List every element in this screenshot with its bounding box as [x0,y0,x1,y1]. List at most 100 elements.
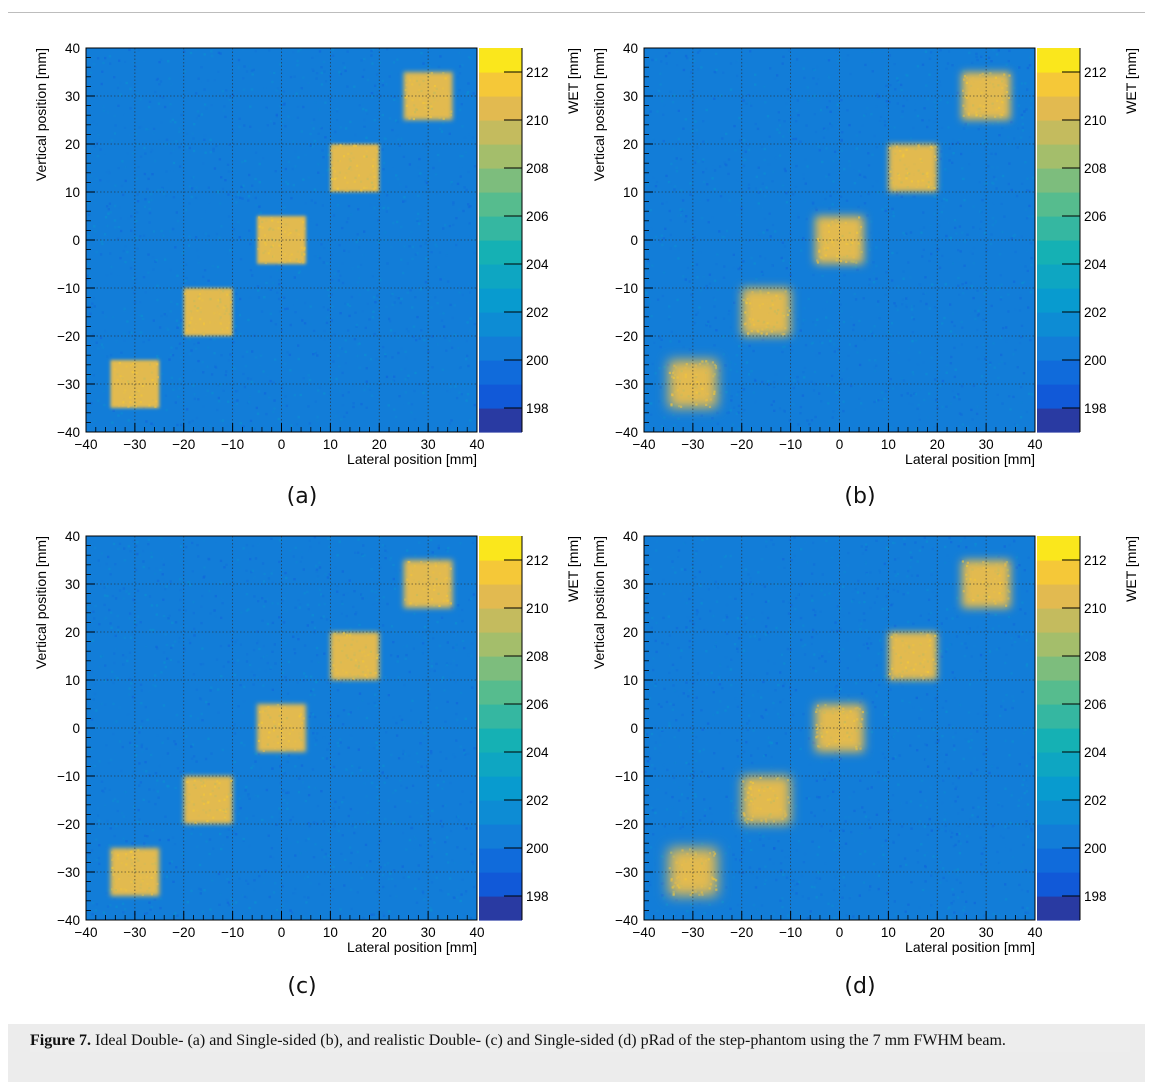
x-tick-label: −20 [172,437,195,452]
colorbar-tick-label: 210 [1084,601,1107,616]
colorbar [479,48,522,433]
colorbar-tick-label: 208 [526,161,549,176]
colorbar-tick-label: 200 [1084,353,1107,368]
colorbar-tick-label: 198 [1084,401,1107,416]
colorbar-bin [1037,776,1080,801]
colorbar-tick-label: 206 [1084,209,1107,224]
colorbar-bin [479,824,522,849]
colorbar-bin [1037,192,1080,217]
x-axis-label: Lateral position [mm] [905,451,1035,467]
step-square [888,144,938,192]
step-square [110,848,160,896]
colorbar-bin [1037,536,1080,561]
colorbar-bin [1037,336,1080,361]
colorbar-tick-label: 210 [526,113,549,128]
colorbar-bin [1037,680,1080,705]
colorbar-bin [479,608,522,633]
x-tick-label: 0 [836,437,844,452]
x-tick-label: −30 [681,437,704,452]
colorbar-bin [1037,824,1080,849]
colorbar-bin [479,776,522,801]
heatmap-svg: −40 −30 −20 −10 0 10 20 30 40 −40 −30 −20 −10 0 10 20 30… [33,41,581,467]
colorbar-bin [1037,656,1080,681]
colorbar-bin [479,704,522,729]
colorbar-bin [479,240,522,265]
grid-lines [644,48,1035,432]
colorbar-bin [1037,896,1080,921]
y-tick-label: −30 [615,377,638,392]
colorbar-bin [479,408,522,433]
colorbar-tick-label: 202 [526,793,549,808]
colorbar-bin [1037,96,1080,121]
x-tick-label: 10 [881,437,896,452]
caption-label: Figure 7. [30,1032,92,1049]
colorbar-bin [479,168,522,193]
y-tick-label: 30 [65,89,80,104]
colorbar-bin [479,632,522,657]
x-axis-label: Lateral position [mm] [347,451,477,467]
y-tick-label: −10 [57,281,80,296]
colorbar-tick-label: 212 [1084,65,1107,80]
colorbar-bin [1037,48,1080,73]
x-tick-label: −40 [75,437,98,452]
colorbar-tick-label: 212 [526,553,549,568]
y-tick-label: −40 [57,425,80,440]
heatmap-svg: −40 −30 −20 −10 0 10 20 30 40 −40 −30 −20 −10 0 10 20 30… [33,529,581,955]
x-tick-label: 10 [323,925,338,940]
colorbar-bin [1037,848,1080,873]
y-tick-label: 40 [623,41,638,56]
x-tick-label: −40 [75,925,98,940]
grid-lines [86,536,477,920]
step-square [961,72,1011,120]
y-tick-label: 20 [623,625,638,640]
colorbar-bin [479,896,522,921]
x-tick-label: 30 [979,925,994,940]
y-tick-label: −30 [57,865,80,880]
y-tick-label: −40 [615,913,638,928]
y-tick-label: −20 [57,817,80,832]
step-square [330,632,380,681]
colorbar-label: WET [mm] [1123,536,1139,602]
colorbar-label: WET [mm] [565,536,581,602]
y-tick-label: −10 [615,281,638,296]
x-tick-label: 20 [930,925,945,940]
y-tick-label: 0 [72,233,80,248]
colorbar-bin [479,728,522,753]
y-axis-label: Vertical position [mm] [591,48,607,181]
y-tick-label: −10 [615,769,638,784]
y-tick-label: −20 [615,329,638,344]
x-axis-label: Lateral position [mm] [347,939,477,955]
colorbar-bin [479,312,522,337]
step-square [183,288,233,336]
y-tick-label: 10 [623,185,638,200]
colorbar-tick-label: 212 [1084,553,1107,568]
colorbar-tick-label: 204 [1084,257,1107,272]
colorbar-bin [1037,288,1080,313]
colorbar-tick-label: 202 [1084,305,1107,320]
colorbar-tick-label: 202 [526,305,549,320]
colorbar-bin [479,752,522,777]
x-tick-label: −30 [123,925,146,940]
x-tick-label: −40 [633,437,656,452]
colorbar-tick-label: 200 [526,353,549,368]
y-tick-label: 40 [623,529,638,544]
step-square [330,144,380,193]
y-tick-label: 0 [72,721,80,736]
y-tick-label: −40 [57,913,80,928]
x-tick-label: −20 [730,925,753,940]
colorbar-bin [479,536,522,561]
figure-caption: Figure 7. Ideal Double- (a) and Single-s… [30,1030,1130,1052]
x-tick-label: −40 [633,925,656,940]
colorbar-bin [479,800,522,825]
heatmap-panel-c: −40 −30 −20 −10 0 10 20 30 40 −40 −30 −20 −10 0 10 20 30… [22,524,582,964]
x-tick-label: −20 [172,925,195,940]
panel-label-c: (c) [287,974,317,999]
colorbar-bin [479,336,522,361]
colorbar-bin [1037,704,1080,729]
colorbar-tick-label: 208 [1084,649,1107,664]
colorbar-tick-label: 204 [526,257,549,272]
x-tick-label: 0 [836,925,844,940]
step-square [403,560,453,608]
colorbar-tick-label: 204 [1084,745,1107,760]
y-tick-label: 10 [623,673,638,688]
